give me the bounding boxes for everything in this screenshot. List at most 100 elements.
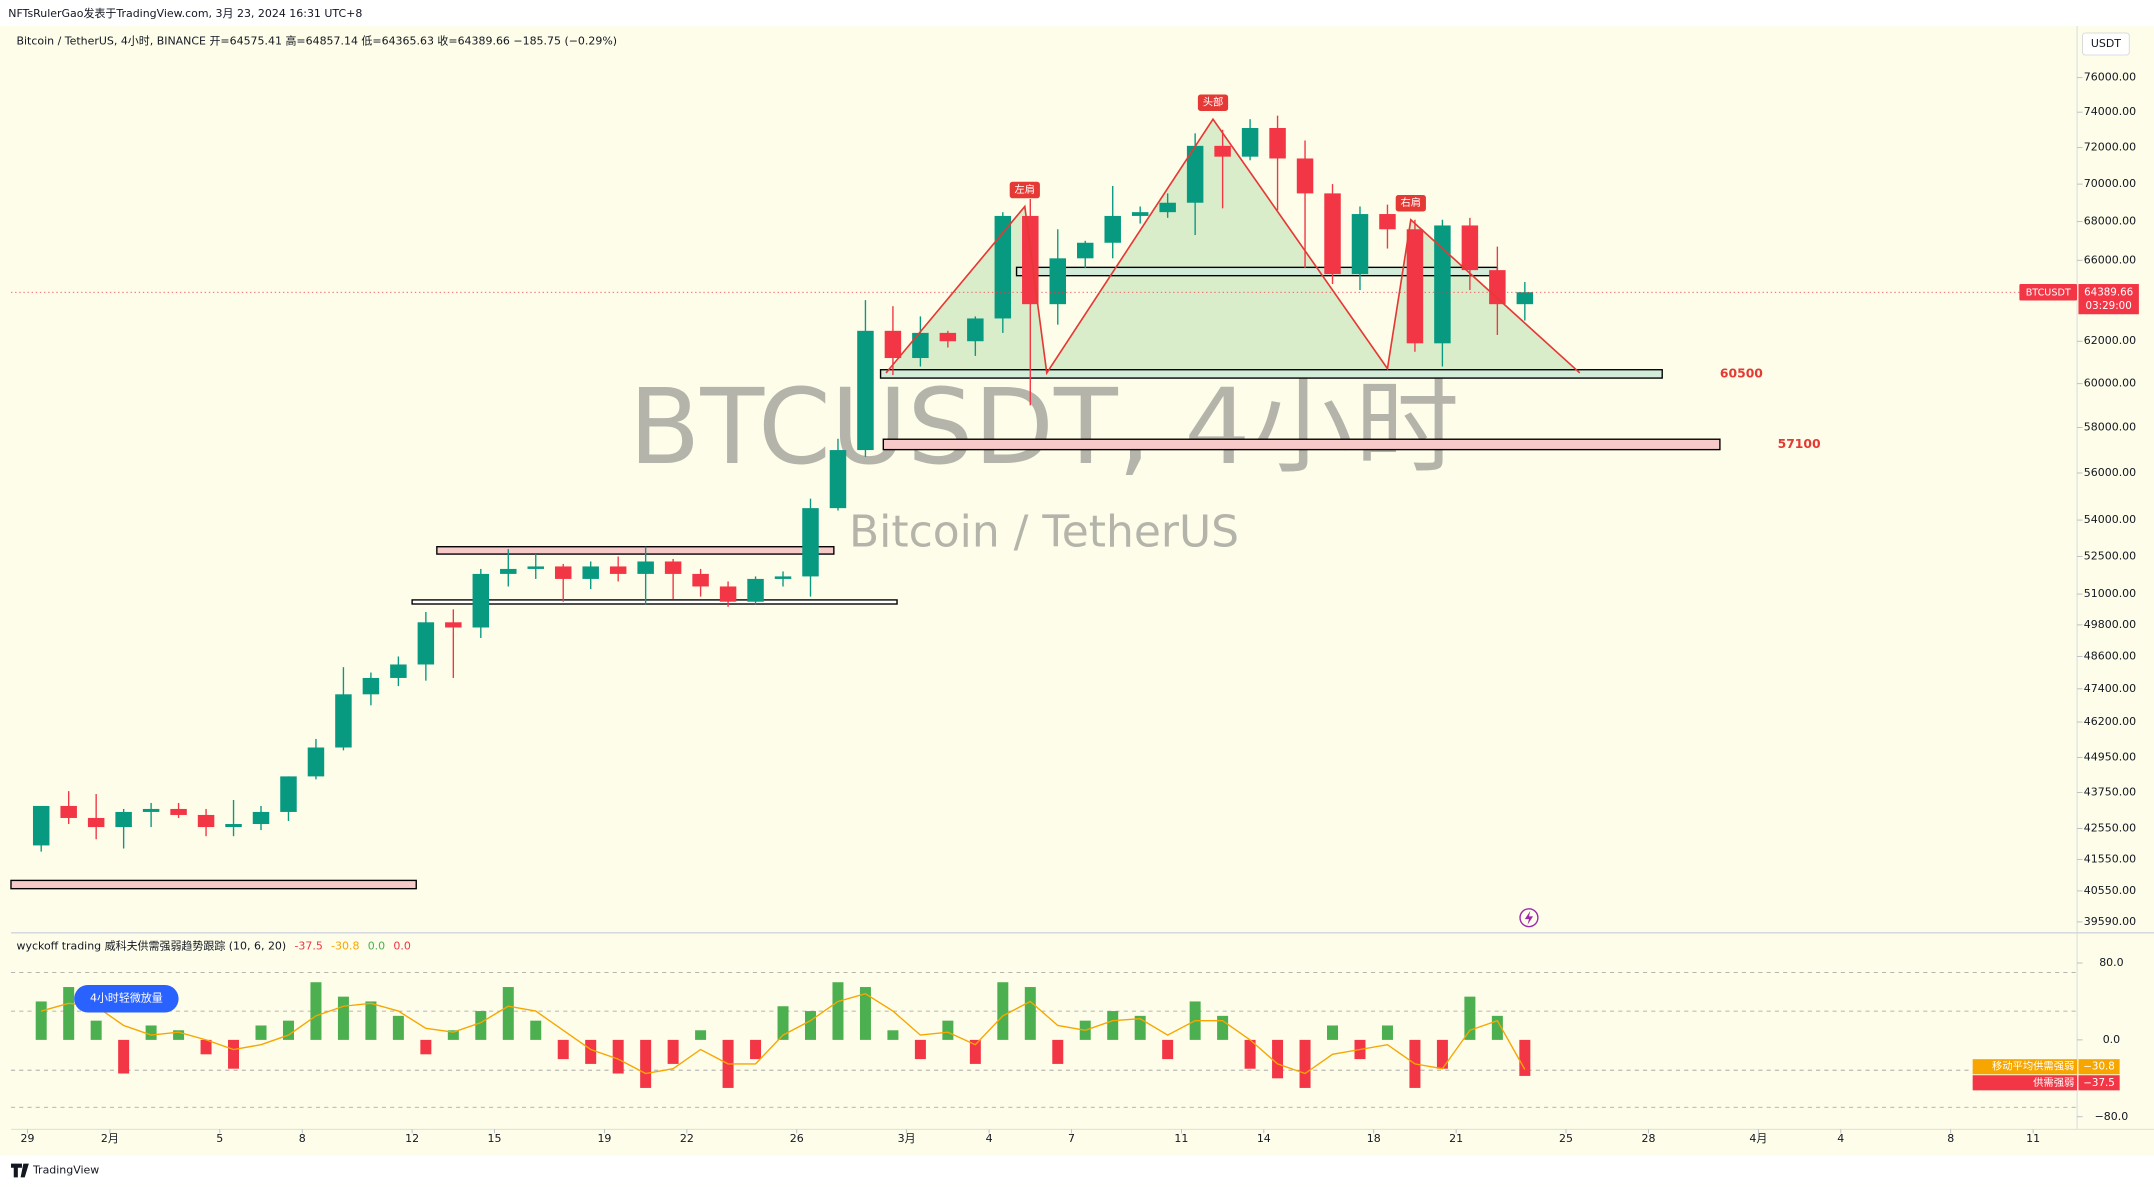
histogram-bar <box>667 1039 679 1064</box>
candle-body <box>417 622 435 665</box>
chart-title: Bitcoin / TetherUS, 4小时, BINANCE 开=64575… <box>16 33 617 47</box>
currency-button[interactable] <box>2082 32 2130 56</box>
candle-body <box>445 622 462 628</box>
y-tick-label: 70000.00 <box>2084 177 2136 190</box>
y-tick-label: 51000.00 <box>2084 587 2136 600</box>
legend-value: -30.8 <box>331 940 359 953</box>
pattern-line <box>885 117 1581 376</box>
series-tag-name-bg <box>1972 1059 2078 1075</box>
watermark-title: BTCUSDT, 4小时 <box>629 366 1460 488</box>
histogram-bar <box>1217 1015 1229 1040</box>
histogram-bar <box>1272 1039 1284 1079</box>
histogram-bar <box>365 1001 377 1040</box>
candle-body <box>390 664 407 678</box>
histogram-bar <box>145 1025 157 1040</box>
event-icon[interactable] <box>1519 908 1539 928</box>
x-tick-label: 19 <box>597 1132 611 1145</box>
x-tick-label: 15 <box>488 1132 502 1145</box>
candle-body <box>1049 258 1067 305</box>
symbol-tag-bg <box>2019 284 2078 301</box>
candle-body <box>609 566 627 574</box>
candle-body <box>1434 225 1451 344</box>
candle-body <box>60 805 77 818</box>
y-tick-label: 41550.00 <box>2084 852 2136 865</box>
candle-body <box>362 677 380 695</box>
y-tick-label: 80.0 <box>2099 956 2123 969</box>
candle-body <box>967 318 984 342</box>
histogram-bar <box>887 1030 899 1040</box>
pattern-label: 头部 <box>1203 96 1224 109</box>
histogram-bar <box>859 987 871 1040</box>
candle-body <box>1351 214 1369 275</box>
candle-body <box>1379 214 1396 230</box>
footer-bar <box>0 1155 2154 1187</box>
pattern-label: 左肩 <box>1015 183 1036 196</box>
histogram-bar <box>392 1015 404 1040</box>
candle-body <box>280 776 297 812</box>
candle-body <box>197 814 215 828</box>
candle-body <box>939 332 957 342</box>
histogram-bar <box>337 996 349 1040</box>
currency[interactable]: USDT <box>2091 37 2121 50</box>
histogram-bar <box>832 982 844 1040</box>
x-tick-label: 25 <box>1559 1132 1573 1145</box>
candle-body <box>225 824 242 828</box>
histogram-bar <box>200 1039 212 1055</box>
histogram-bar <box>530 1020 542 1040</box>
series-tag-bg <box>2078 1075 2120 1091</box>
candle-body <box>252 811 270 825</box>
histogram-bar <box>282 1020 294 1040</box>
histogram-bar <box>695 1030 707 1040</box>
series-tag-name: 供需强弱 <box>2033 1076 2074 1089</box>
x-tick-label: 29 <box>20 1132 34 1145</box>
y-tick-label: 40550.00 <box>2084 884 2136 897</box>
histogram-bar <box>1299 1039 1311 1088</box>
candle-body <box>115 811 132 828</box>
histogram-bar <box>1491 1015 1503 1040</box>
ma-line <box>41 993 1526 1075</box>
y-tick-label: 44950.00 <box>2084 751 2136 764</box>
y-tick-label: 46200.00 <box>2084 715 2136 728</box>
candle-body <box>637 561 654 574</box>
y-tick-label: 39590.00 <box>2084 915 2136 928</box>
candle-body <box>1516 292 1534 305</box>
candle-body <box>1077 242 1094 259</box>
histogram-bar <box>969 1039 981 1064</box>
legend-value: -37.5 <box>294 940 322 953</box>
y-tick-label: 72000.00 <box>2084 141 2136 154</box>
histogram-bar <box>1244 1039 1256 1069</box>
histogram-bar <box>750 1039 762 1060</box>
x-tick-label: 28 <box>1641 1132 1655 1145</box>
series-tag-name-bg <box>1972 1075 2078 1091</box>
zone-label: 57100 <box>1778 437 1821 451</box>
histogram-bar <box>1162 1039 1174 1060</box>
pattern-label-bg <box>1197 94 1229 111</box>
candle-body <box>857 330 874 451</box>
candle-body <box>1296 158 1314 194</box>
candle-body <box>884 330 902 359</box>
y-tick-label: 48600.00 <box>2084 649 2136 662</box>
histogram-bar <box>1052 1039 1064 1064</box>
histogram-bar <box>557 1039 569 1060</box>
candle-body <box>1214 145 1231 157</box>
pattern-label-bg <box>1009 181 1040 199</box>
y-tick-label: 60000.00 <box>2084 377 2136 390</box>
histogram-bar <box>228 1039 240 1069</box>
candle-body <box>1241 128 1259 157</box>
y-tick-label: −80.0 <box>2095 1110 2129 1123</box>
y-tick-label: 58000.00 <box>2084 421 2136 434</box>
y-tick-label: 68000.00 <box>2084 215 2136 228</box>
candle-body <box>1159 202 1176 213</box>
price-tag: 64389.66 <box>2084 286 2133 298</box>
brand: TradingView <box>32 1163 99 1176</box>
x-tick-label: 12 <box>405 1132 419 1145</box>
watermark-subtitle: Bitcoin / TetherUS <box>849 506 1239 557</box>
candle-body <box>554 566 572 579</box>
histogram-bar <box>1436 1039 1448 1069</box>
x-tick-label: 2月 <box>101 1132 119 1145</box>
histogram-bar <box>1107 1011 1119 1040</box>
symbol-tag: BTCUSDT <box>2026 287 2071 298</box>
candle-body <box>1186 145 1204 203</box>
histogram-bar <box>90 1020 102 1040</box>
